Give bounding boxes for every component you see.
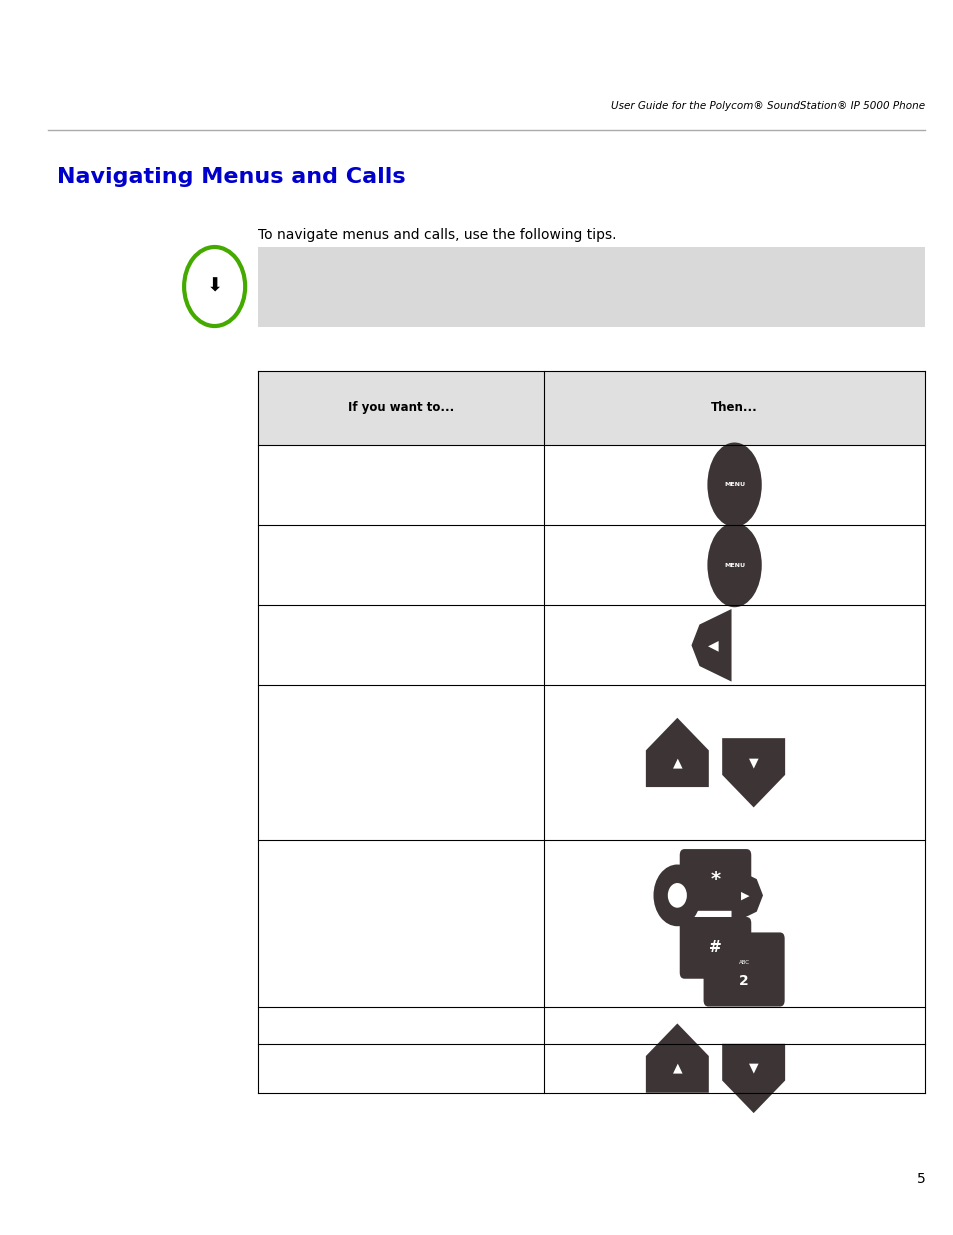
Circle shape (653, 864, 700, 926)
Text: ▼: ▼ (748, 1062, 758, 1074)
Text: ▶: ▶ (740, 890, 749, 900)
Text: Navigating Menus and Calls: Navigating Menus and Calls (57, 167, 405, 186)
FancyBboxPatch shape (257, 247, 924, 327)
Circle shape (184, 247, 245, 326)
Text: If you want to...: If you want to... (347, 401, 454, 414)
FancyBboxPatch shape (679, 850, 750, 911)
Text: ▼: ▼ (748, 756, 758, 769)
Text: MENU: MENU (723, 482, 744, 488)
Polygon shape (731, 867, 762, 924)
Text: MENU: MENU (723, 562, 744, 568)
Ellipse shape (707, 442, 760, 527)
Text: ABC: ABC (738, 960, 749, 965)
Polygon shape (645, 1024, 708, 1093)
Text: #: # (708, 940, 721, 956)
Text: User Guide for the Polycom® SoundStation® IP 5000 Phone: User Guide for the Polycom® SoundStation… (611, 101, 924, 111)
Ellipse shape (707, 522, 760, 608)
Circle shape (667, 883, 686, 908)
Text: 5: 5 (916, 1172, 924, 1186)
Text: 2: 2 (739, 973, 748, 988)
Text: *: * (710, 871, 720, 889)
Text: Then...: Then... (710, 401, 758, 414)
Polygon shape (721, 1044, 784, 1113)
Polygon shape (645, 718, 708, 787)
Text: To navigate menus and calls, use the following tips.: To navigate menus and calls, use the fol… (257, 228, 616, 242)
Text: ▲: ▲ (672, 756, 681, 769)
Text: ▲: ▲ (672, 1062, 681, 1074)
Text: ⬇: ⬇ (206, 277, 223, 296)
FancyBboxPatch shape (702, 932, 783, 1007)
Polygon shape (721, 739, 784, 808)
FancyBboxPatch shape (257, 370, 924, 445)
Polygon shape (691, 609, 731, 682)
FancyBboxPatch shape (679, 916, 750, 978)
Text: ◀: ◀ (707, 638, 718, 652)
